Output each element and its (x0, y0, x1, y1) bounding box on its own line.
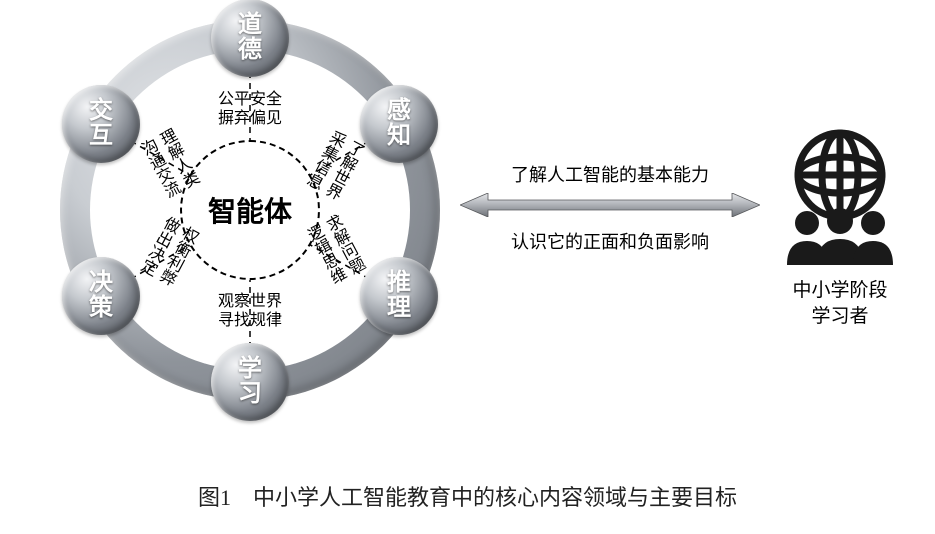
node-ethics: 道德 (211, 0, 289, 77)
node-decision: 决策 (62, 257, 140, 335)
arrow-label-bottom: 认识它的正面和负面影响 (460, 228, 760, 254)
node-reasoning: 推理 (360, 257, 438, 335)
arrow-block: 了解人工智能的基本能力 认识它的正面和负面影响 (460, 155, 760, 260)
figure-caption: 图1 中小学人工智能教育中的核心内容领域与主要目标 (0, 480, 935, 512)
wheel-center: 智能体 (180, 140, 320, 280)
node-learning: 学习 (211, 343, 289, 421)
globe-icon (780, 120, 900, 220)
double-arrow-icon (460, 193, 760, 217)
people-icon (777, 207, 903, 265)
concept-wheel: 智能体 道德 感知 推理 学习 决策 交互 公平安全 摒弃偏见 采集信息 了解世… (60, 20, 440, 400)
node-perception: 感知 (360, 85, 438, 163)
learner-label: 中小学阶段 学习者 (770, 278, 910, 329)
center-label: 智能体 (208, 190, 292, 230)
diagram-area: 智能体 道德 感知 推理 学习 决策 交互 公平安全 摒弃偏见 采集信息 了解世… (0, 0, 935, 470)
segment-learning-decision: 观察世界 寻找规律 (218, 292, 282, 330)
arrow-label-top: 了解人工智能的基本能力 (460, 161, 760, 187)
learner-block: 中小学阶段 学习者 (770, 120, 910, 329)
node-interaction: 交互 (62, 85, 140, 163)
segment-ethics-perception: 公平安全 摒弃偏见 (218, 90, 282, 128)
